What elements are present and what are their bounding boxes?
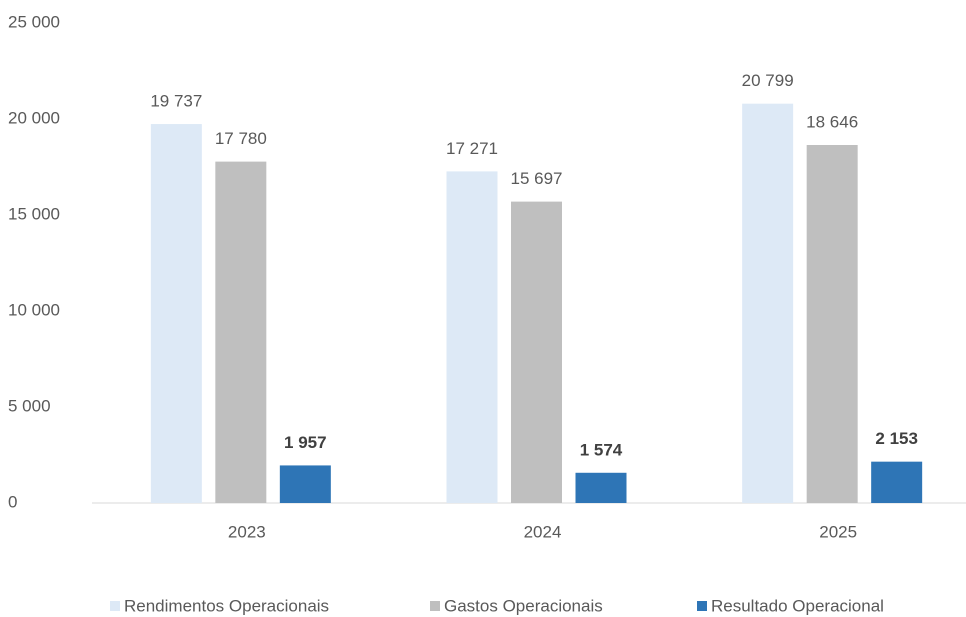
bar bbox=[279, 465, 331, 503]
legend-label: Resultado Operacional bbox=[711, 596, 884, 615]
y-tick-label: 15 000 bbox=[8, 204, 60, 223]
data-label: 20 799 bbox=[742, 71, 794, 90]
data-label: 19 737 bbox=[150, 92, 202, 111]
y-tick-label: 20 000 bbox=[8, 108, 60, 127]
bar bbox=[806, 144, 858, 503]
data-label: 1 574 bbox=[580, 440, 623, 459]
y-tick-label: 25 000 bbox=[8, 12, 60, 31]
bar bbox=[871, 461, 923, 503]
bar bbox=[742, 103, 794, 503]
bar bbox=[215, 161, 267, 503]
bar bbox=[575, 472, 627, 503]
legend-label: Gastos Operacionais bbox=[444, 596, 603, 615]
x-tick-label: 2025 bbox=[819, 522, 857, 541]
data-label: 18 646 bbox=[806, 112, 858, 131]
bar bbox=[511, 201, 562, 503]
y-tick-label: 0 bbox=[8, 492, 17, 511]
legend-label: Rendimentos Operacionais bbox=[124, 596, 329, 615]
legend-swatch bbox=[110, 601, 120, 611]
data-label: 1 957 bbox=[284, 433, 327, 452]
data-label: 17 780 bbox=[215, 129, 267, 148]
bar bbox=[150, 124, 202, 504]
y-tick-label: 5 000 bbox=[8, 396, 51, 415]
data-label: 2 153 bbox=[875, 429, 918, 448]
data-label: 15 697 bbox=[511, 169, 563, 188]
x-tick-label: 2023 bbox=[228, 522, 266, 541]
data-label: 17 271 bbox=[446, 139, 498, 158]
legend-swatch bbox=[697, 601, 707, 611]
bar bbox=[446, 171, 498, 504]
x-tick-label: 2024 bbox=[524, 522, 562, 541]
y-tick-label: 10 000 bbox=[8, 300, 60, 319]
legend-swatch bbox=[430, 601, 440, 611]
